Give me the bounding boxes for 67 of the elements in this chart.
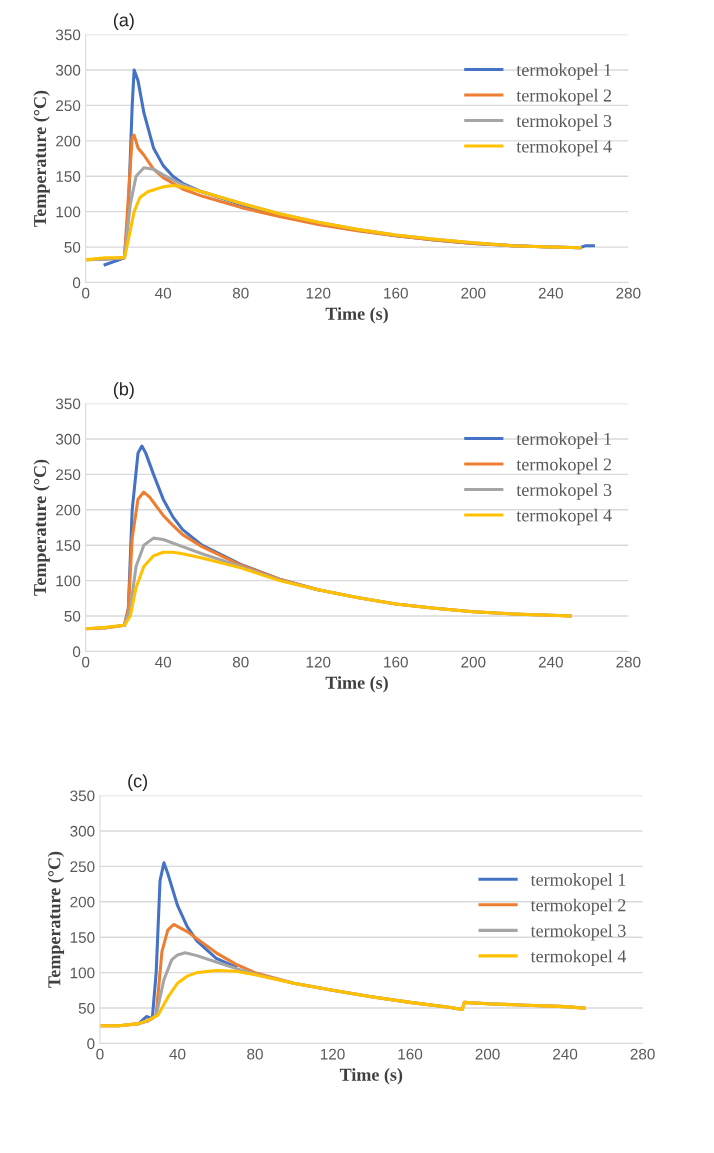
- x-tick-label: 240: [553, 1048, 578, 1060]
- x-axis-title: Time (s): [325, 676, 388, 693]
- legend-label: termokopel 1: [516, 432, 611, 449]
- legend-label: termokopel 3: [516, 114, 612, 131]
- y-tick-label: 300: [55, 64, 81, 76]
- y-tick-label: 50: [78, 1002, 95, 1014]
- x-axis-title: Time (s): [325, 307, 388, 324]
- x-tick-label: 120: [306, 287, 331, 299]
- x-tick-label: 80: [232, 287, 249, 299]
- y-tick-label: 100: [56, 206, 81, 218]
- x-tick-label: 0: [96, 1048, 104, 1060]
- chart-title: (b): [113, 382, 134, 399]
- legend-label: termokopel 3: [530, 924, 626, 941]
- y-axis-title: Temperature (°C): [33, 459, 50, 596]
- legend-label: termokopel 1: [516, 63, 611, 80]
- x-tick-label: 200: [461, 287, 486, 299]
- y-tick-label: 250: [56, 469, 81, 481]
- x-tick-label: 40: [155, 656, 172, 668]
- x-tick-label: 120: [306, 656, 331, 668]
- y-tick-label: 150: [56, 540, 81, 551]
- y-tick-label: 350: [55, 29, 81, 41]
- x-tick-label: 200: [461, 656, 486, 668]
- y-tick-label: 200: [56, 135, 81, 147]
- legend-label: termokopel 3: [516, 483, 612, 500]
- y-tick-label: 300: [55, 433, 81, 445]
- y-tick-label: 200: [70, 896, 95, 908]
- x-tick-label: 240: [538, 656, 563, 668]
- legend-label: termokopel 2: [516, 457, 612, 475]
- x-tick-label: 40: [155, 287, 172, 299]
- x-tick-label: 40: [169, 1048, 186, 1060]
- y-tick-label: 250: [56, 100, 81, 112]
- legend-label: termokopel 1: [530, 873, 626, 890]
- y-tick-label: 0: [72, 277, 81, 289]
- y-tick-label: 100: [70, 967, 95, 979]
- legend-label: termokopel 2: [516, 88, 612, 106]
- y-tick-label: 50: [64, 241, 81, 253]
- x-tick-label: 160: [384, 287, 408, 299]
- chart-title: (a): [113, 13, 134, 30]
- y-tick-label: 150: [56, 171, 81, 182]
- x-tick-label: 80: [232, 656, 249, 668]
- y-tick-label: 300: [70, 825, 95, 837]
- y-tick-label: 350: [70, 790, 95, 802]
- y-axis-title: Temperature (°C): [47, 851, 65, 988]
- legend-label: termokopel 4: [516, 139, 612, 157]
- x-tick-label: 120: [320, 1048, 345, 1060]
- legend-label: termokopel 4: [516, 508, 612, 526]
- x-tick-label: 160: [398, 1048, 423, 1060]
- y-tick-label: 0: [87, 1038, 95, 1050]
- y-tick-label: 350: [55, 398, 81, 410]
- x-tick-label: 280: [616, 656, 641, 668]
- x-tick-label: 280: [630, 1048, 655, 1060]
- legend-label: termokopel 4: [530, 949, 627, 967]
- x-tick-label: 240: [538, 287, 563, 299]
- y-tick-label: 200: [56, 504, 81, 516]
- y-tick-label: 100: [56, 575, 81, 587]
- x-tick-label: 80: [247, 1048, 263, 1060]
- y-tick-label: 250: [70, 861, 95, 873]
- legend-label: termokopel 2: [530, 898, 626, 915]
- x-axis-title: Time (s): [339, 1068, 403, 1085]
- x-tick-label: 160: [384, 656, 408, 668]
- x-tick-label: 280: [616, 287, 641, 299]
- y-tick-label: 150: [70, 932, 95, 943]
- y-tick-label: 0: [72, 646, 81, 658]
- y-tick-label: 50: [64, 610, 81, 622]
- y-axis-title: Temperature (°C): [33, 90, 50, 227]
- x-tick-label: 200: [475, 1048, 500, 1060]
- chart-title: (c): [128, 774, 148, 791]
